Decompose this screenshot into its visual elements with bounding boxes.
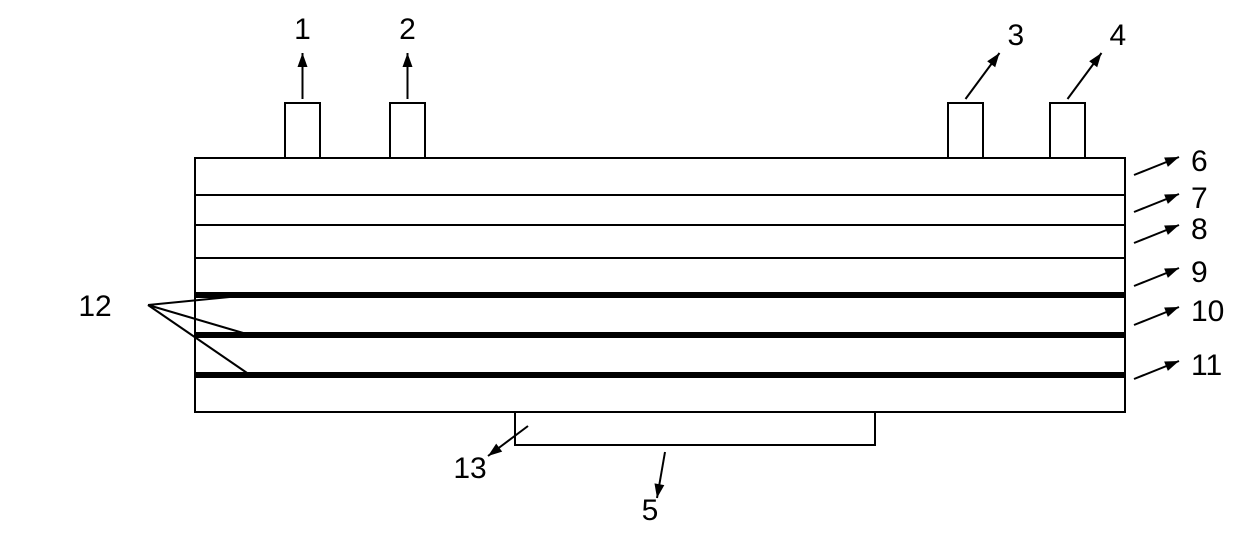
- callout-label: 3: [1008, 19, 1025, 52]
- callout-12-line: [148, 305, 250, 375]
- callout-label: 11: [1191, 349, 1222, 382]
- callout-label: 12: [78, 290, 111, 323]
- callout-label: 5: [642, 494, 659, 527]
- bottom-block: [515, 413, 875, 445]
- top-tab: [390, 103, 425, 158]
- callout-label: 13: [453, 452, 486, 485]
- top-tab: [1050, 103, 1085, 158]
- top-tab: [285, 103, 320, 158]
- callout-label: 6: [1191, 145, 1208, 178]
- callout-12-line: [148, 305, 250, 335]
- layer-diagram: 12346789101112135: [0, 0, 1240, 535]
- callout-label: 2: [399, 13, 416, 46]
- callout-label: 10: [1191, 295, 1224, 328]
- callout-label: 8: [1191, 213, 1208, 246]
- callout-label: 9: [1191, 256, 1208, 289]
- callout-label: 1: [294, 13, 311, 46]
- callout-label: 4: [1110, 19, 1127, 52]
- top-tab: [948, 103, 983, 158]
- callout-label: 7: [1191, 182, 1208, 215]
